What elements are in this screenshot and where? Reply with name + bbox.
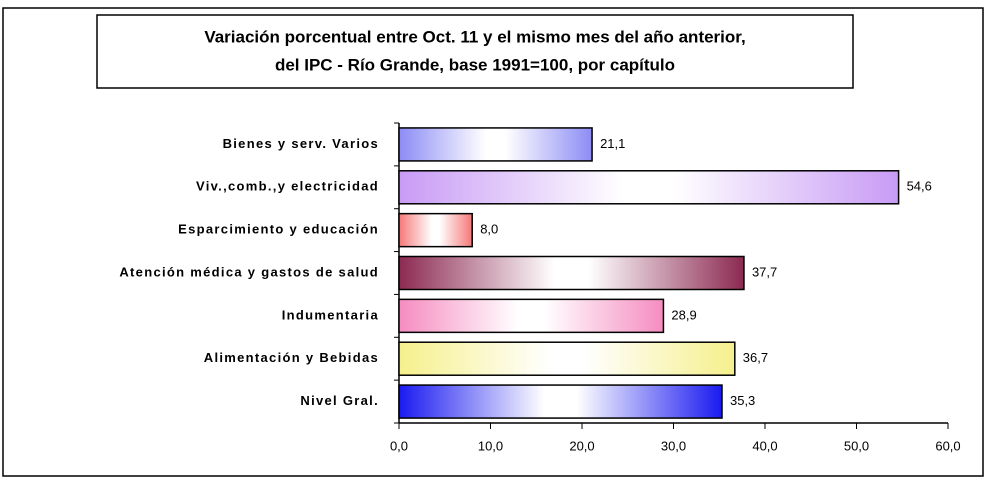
y-tick-label: Viv.,comb.,y electricidad	[196, 179, 379, 194]
bar	[398, 127, 593, 162]
value-label: 8,0	[480, 222, 498, 237]
y-tick-label: Nivel Gral.	[300, 393, 379, 408]
value-label: 21,1	[600, 136, 625, 151]
x-tick-label: 20,0	[569, 438, 594, 453]
y-tick-label: Atención médica y gastos de salud	[119, 264, 379, 279]
value-label: 37,7	[752, 264, 777, 279]
bar	[398, 170, 900, 205]
x-tick-label: 50,0	[844, 438, 869, 453]
chart-title: Variación porcentual entre Oct. 11 y el …	[204, 27, 745, 46]
x-tick-label: 10,0	[478, 438, 503, 453]
y-tick-label: Alimentación y Bebidas	[204, 350, 379, 365]
y-tick-label: Esparcimiento y educación	[178, 222, 379, 237]
value-label: 36,7	[743, 350, 768, 365]
bar	[398, 212, 473, 248]
x-tick-label: 60,0	[935, 438, 960, 453]
y-tick-label: Indumentaria	[282, 307, 379, 322]
x-tick-label: 30,0	[661, 438, 686, 453]
chart-title: del IPC - Río Grande, base 1991=100, por…	[275, 55, 675, 74]
value-label: 35,3	[730, 393, 755, 408]
value-label: 28,9	[671, 307, 696, 322]
bar	[398, 255, 745, 291]
title-box	[96, 14, 854, 89]
x-tick-label: 40,0	[752, 438, 777, 453]
bar	[398, 384, 723, 419]
bar	[398, 341, 736, 376]
y-tick-label: Bienes y serv. Varios	[223, 136, 379, 151]
value-label: 54,6	[907, 179, 932, 194]
x-tick-label: 0,0	[390, 438, 408, 453]
bar	[398, 298, 665, 334]
